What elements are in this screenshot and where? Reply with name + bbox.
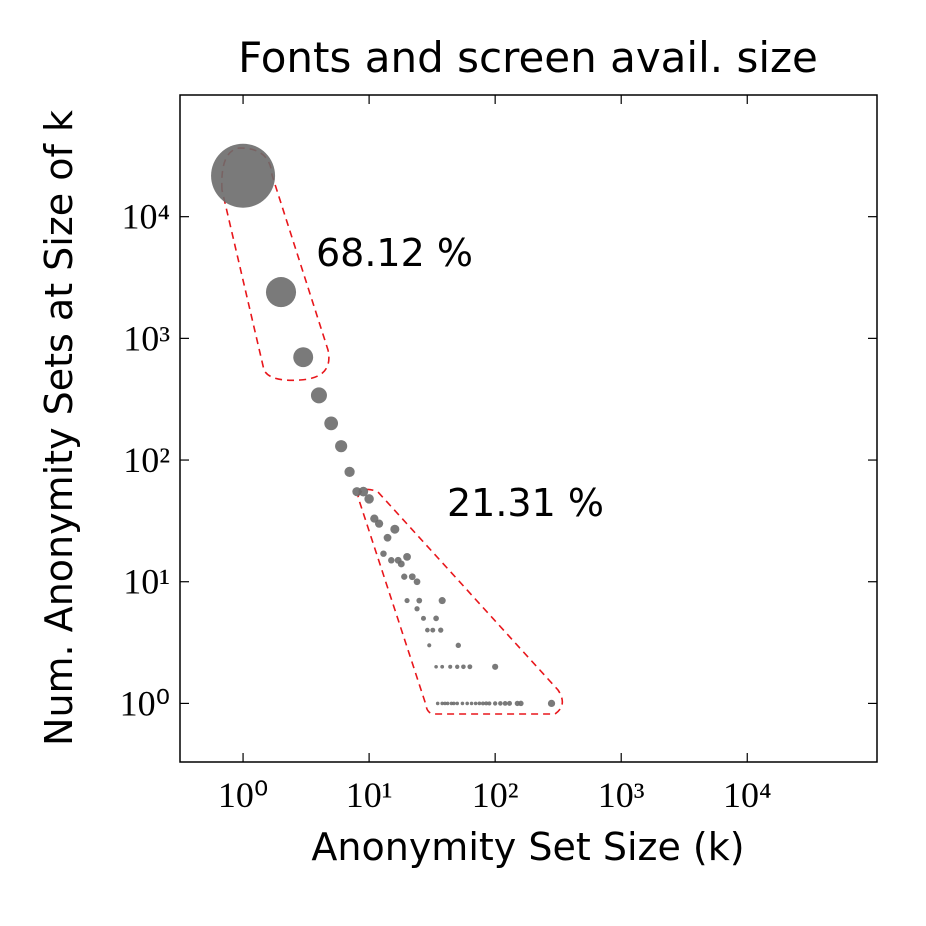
point	[427, 643, 432, 648]
annotation: 68.12 %	[316, 231, 473, 275]
point	[518, 700, 524, 707]
point	[310, 387, 327, 404]
point	[469, 701, 474, 706]
point	[492, 701, 498, 706]
point	[461, 664, 466, 670]
point	[440, 701, 444, 706]
point	[484, 701, 489, 706]
point	[324, 416, 339, 431]
point	[547, 699, 556, 708]
point	[465, 701, 469, 706]
point	[413, 578, 421, 586]
point	[438, 597, 446, 605]
point	[434, 664, 438, 669]
y-tick-label: 10¹	[123, 562, 170, 602]
point	[390, 524, 400, 534]
point	[374, 519, 384, 528]
point	[425, 627, 430, 633]
point	[440, 664, 445, 669]
point	[358, 486, 369, 497]
point	[211, 143, 276, 208]
point	[397, 560, 405, 568]
point	[344, 466, 355, 477]
y-tick-label: 10²	[123, 440, 170, 480]
point	[293, 347, 314, 368]
point	[455, 642, 461, 649]
x-tick-label: 10⁰	[218, 775, 268, 815]
point	[455, 664, 460, 669]
x-tick-label: 10³	[598, 775, 645, 815]
point	[445, 701, 450, 706]
point	[335, 440, 348, 453]
point	[487, 701, 492, 706]
point	[452, 701, 456, 706]
y-tick-label: 10⁴	[121, 197, 170, 237]
point	[498, 701, 503, 706]
point	[492, 663, 499, 670]
y-tick-label: 10⁰	[120, 683, 170, 723]
point	[404, 598, 410, 604]
point	[380, 550, 387, 557]
point	[364, 494, 374, 504]
point	[455, 701, 460, 706]
point	[383, 533, 392, 542]
chart-title: Fonts and screen avail. size	[238, 33, 818, 82]
point	[416, 597, 423, 604]
cluster-outline	[357, 488, 564, 715]
point	[414, 606, 420, 612]
point	[265, 277, 297, 308]
point	[473, 701, 478, 706]
annotation: 21.31 %	[447, 481, 604, 525]
point	[420, 615, 427, 621]
point	[438, 627, 444, 633]
point	[480, 701, 485, 706]
point	[403, 553, 411, 561]
x-tick-label: 10²	[472, 775, 519, 815]
x-tick-label: 10¹	[346, 775, 393, 815]
point	[448, 664, 453, 669]
point	[507, 700, 512, 706]
point	[408, 573, 416, 581]
point	[430, 627, 436, 633]
point	[443, 701, 447, 706]
point	[433, 615, 439, 622]
point	[477, 701, 482, 706]
y-tick-label: 10³	[123, 318, 170, 358]
point	[388, 557, 395, 564]
point	[401, 573, 408, 580]
x-tick-label: 10⁴	[723, 775, 772, 815]
x-axis-label: Anonymity Set Size (k)	[311, 825, 744, 869]
point	[460, 701, 465, 706]
point	[435, 701, 440, 706]
y-axis-label: Num. Anonymity Sets at Size of k	[37, 110, 81, 746]
point	[467, 664, 473, 670]
point	[502, 701, 508, 706]
plot-frame	[179, 94, 878, 763]
